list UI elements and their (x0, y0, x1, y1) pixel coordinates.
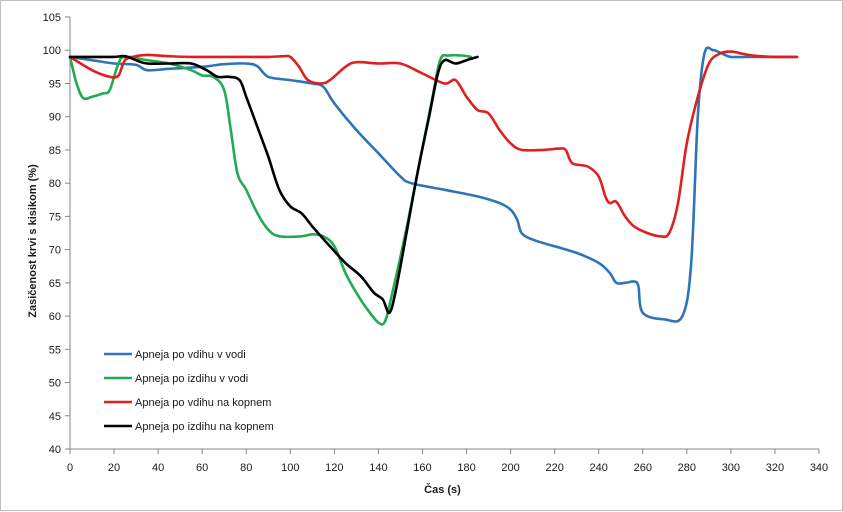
y-tick-label: 90 (49, 112, 61, 124)
y-tick-label: 70 (49, 245, 61, 257)
series-line-2 (68, 53, 473, 326)
y-tick-label: 100 (43, 45, 61, 57)
y-tick-label: 50 (49, 378, 61, 390)
x-tick-label: 40 (152, 462, 164, 474)
x-tick-label: 120 (325, 462, 343, 474)
x-tick-label: 220 (545, 462, 563, 474)
y-tick-label: 55 (49, 344, 61, 356)
legend-label-3: Apneja po vdihu na kopnem (135, 397, 271, 409)
x-tick-label: 140 (369, 462, 387, 474)
x-tick-label: 240 (590, 462, 608, 474)
x-tick-label: 180 (457, 462, 475, 474)
series-line-4 (68, 54, 479, 315)
x-tick-label: 280 (678, 462, 696, 474)
x-tick-label: 60 (196, 462, 208, 474)
y-axis-title: Zasičenost krvi s kisikom (%) (27, 164, 39, 318)
series-line-1 (68, 46, 799, 323)
y-tick-label: 80 (49, 178, 61, 190)
x-tick-label: 100 (281, 462, 299, 474)
series-line-3 (68, 50, 799, 239)
y-tick-label: 85 (49, 145, 61, 157)
legend-label-4: Apneja po izdihu na kopnem (135, 421, 274, 433)
x-tick-label: 20 (108, 462, 120, 474)
y-tick-label: 45 (49, 411, 61, 423)
y-tick-label: 40 (49, 444, 61, 456)
x-tick-label: 300 (722, 462, 740, 474)
y-tick-label: 95 (49, 78, 61, 90)
legend-label-2: Apneja po izdihu v vodi (135, 373, 248, 385)
x-tick-label: 260 (634, 462, 652, 474)
y-tick-label: 75 (49, 211, 61, 223)
x-tick-label: 320 (766, 462, 784, 474)
legend-label-1: Apneja po vdihu v vodi (135, 349, 246, 361)
y-tick-label: 105 (43, 12, 61, 24)
x-tick-label: 0 (67, 462, 73, 474)
x-tick-label: 160 (413, 462, 431, 474)
x-tick-label: 200 (501, 462, 519, 474)
y-tick-label: 65 (49, 278, 61, 290)
x-tick-label: 80 (240, 462, 252, 474)
x-axis-title: Čas (s) (424, 483, 461, 496)
x-tick-label: 340 (810, 462, 828, 474)
y-tick-label: 60 (49, 311, 61, 323)
